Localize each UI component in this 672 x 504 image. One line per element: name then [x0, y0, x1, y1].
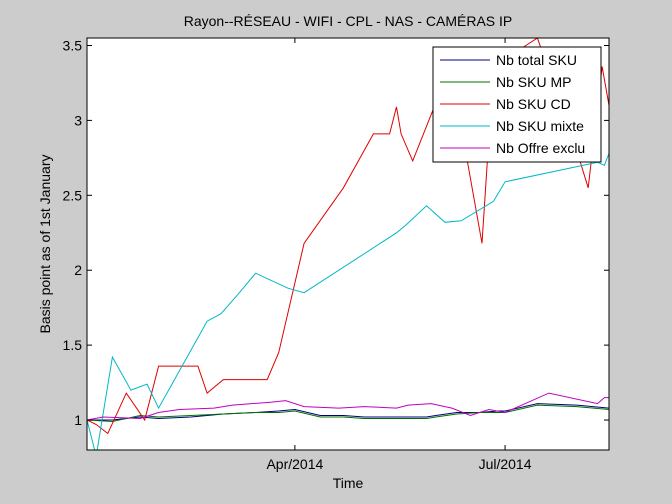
plot-frame — [86, 37, 610, 451]
x-tick-label: Apr/2014 — [266, 456, 323, 472]
legend-label-3: Nb SKU CD — [496, 96, 571, 112]
series-line-4 — [87, 153, 609, 450]
x-axis-label: Time — [333, 475, 364, 491]
y-tick-label: 3.5 — [63, 37, 83, 53]
legend-label-2: Nb SKU MP — [496, 74, 571, 90]
y-tick-label: 1.5 — [63, 337, 83, 353]
y-tick-label: 2.5 — [63, 187, 83, 203]
y-tick-label: 1 — [74, 412, 82, 428]
legend-label-1: Nb total SKU — [496, 52, 577, 68]
y-tick-label: 3 — [74, 112, 82, 128]
series-line-2 — [87, 404, 609, 423]
y-axis-label: Basis point as of 1st January — [37, 155, 53, 334]
legend-label-4: Nb SKU mixte — [496, 118, 584, 134]
series-line-5 — [87, 392, 609, 421]
legend: Nb total SKU Nb SKU MP Nb SKU CD Nb SKU mix… — [432, 46, 602, 163]
chart-title: Rayon--RÉSEAU - WIFI - CPL - NAS - CAMÉR… — [184, 13, 513, 29]
legend-label-5: Nb Offre exclu — [496, 140, 585, 156]
y-tick-label: 2 — [74, 262, 82, 278]
series-line-1 — [87, 403, 609, 421]
axis-ticks: 1 1.5 2 2.5 3 3.5 Apr/2014 Jul/2014 — [63, 37, 609, 472]
x-tick-label: Jul/2014 — [479, 456, 532, 472]
